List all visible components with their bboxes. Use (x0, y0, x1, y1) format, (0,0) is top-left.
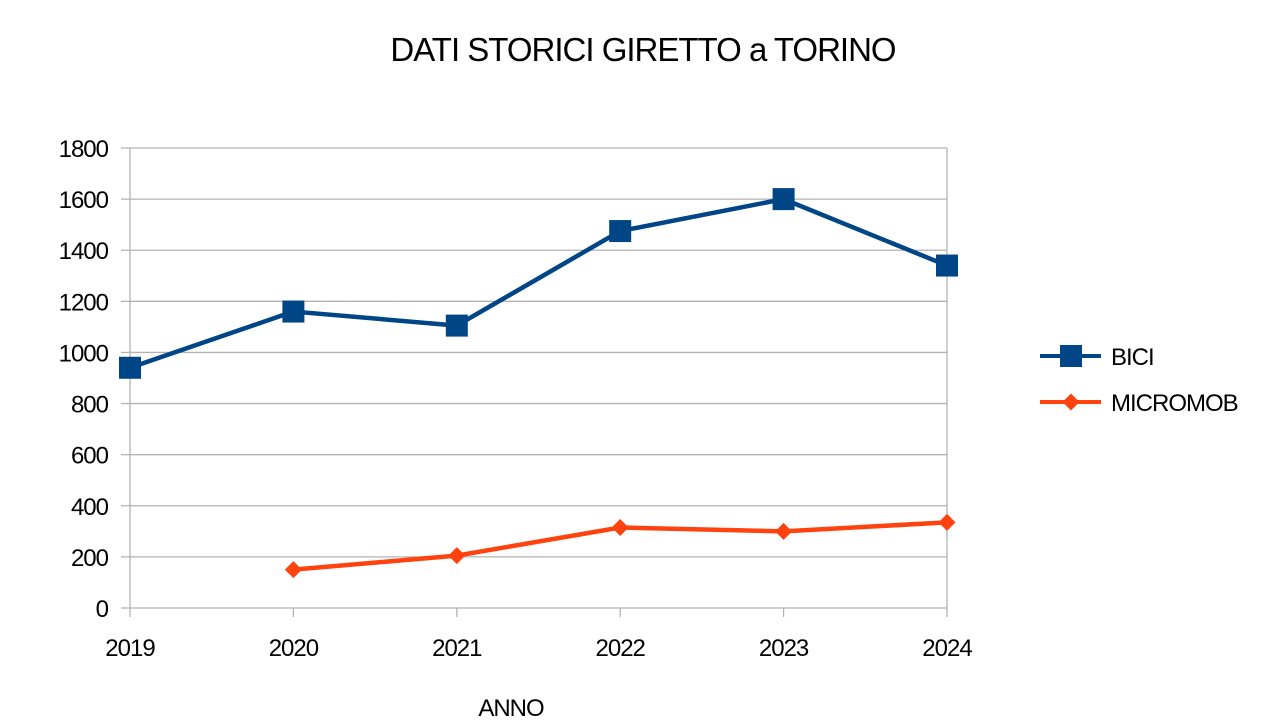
legend-item-micromob: MICROMOB (1040, 390, 1239, 417)
legend-item-bici: BICI (1040, 344, 1155, 371)
y-tick-label: 600 (71, 443, 109, 470)
legend-marker-micromob (1062, 393, 1080, 411)
data-point-micromob (611, 519, 629, 536)
legend-marker-bici (1060, 345, 1082, 367)
data-point-bici (936, 254, 958, 277)
data-point-bici (609, 220, 632, 243)
chart-title: DATI STORICI GIRETTO a TORINO (390, 31, 896, 68)
series-micromob (284, 513, 956, 579)
x-tick-label: 2024 (922, 635, 972, 662)
y-tick-label: 1800 (59, 136, 109, 163)
x-tick-label: 2019 (105, 635, 155, 662)
data-point-bici (445, 314, 468, 337)
series-line-bici (127, 196, 950, 371)
data-point-micromob (775, 522, 793, 540)
gridlines (130, 147, 947, 609)
y-tick-label: 400 (71, 494, 109, 521)
axes (121, 147, 948, 617)
x-tick-label: 2020 (269, 635, 319, 662)
y-tick-label: 200 (71, 545, 109, 572)
y-tick-label: 0 (96, 596, 109, 623)
y-tick-label: 1400 (59, 238, 109, 265)
x-tick-label: 2023 (759, 635, 809, 662)
data-point-bici (772, 188, 795, 211)
data-point-micromob (284, 561, 302, 579)
x-tick-label: 2021 (432, 635, 482, 662)
y-tick-label: 1600 (59, 187, 109, 214)
x-axis-label: ANNO (478, 695, 544, 720)
x-tick-label: 2022 (596, 635, 646, 662)
legend-label-bici: BICI (1111, 344, 1154, 371)
legend-label-micromob: MICROMOB (1111, 390, 1238, 417)
y-tick-label: 1000 (59, 340, 109, 367)
data-point-micromob (938, 513, 956, 531)
y-tick-label: 1200 (59, 289, 109, 316)
y-tick-label: 800 (71, 392, 109, 419)
data-point-bici (119, 356, 141, 379)
legend: BICI MICROMOB (1040, 344, 1239, 417)
data-point-bici (282, 300, 305, 323)
series-bici (119, 188, 958, 379)
data-point-micromob (448, 547, 466, 565)
series-lines (119, 188, 958, 579)
tick-labels: 0 200 400 600 800 1000 1200 1400 1600 1800 2019 202… (59, 136, 974, 662)
